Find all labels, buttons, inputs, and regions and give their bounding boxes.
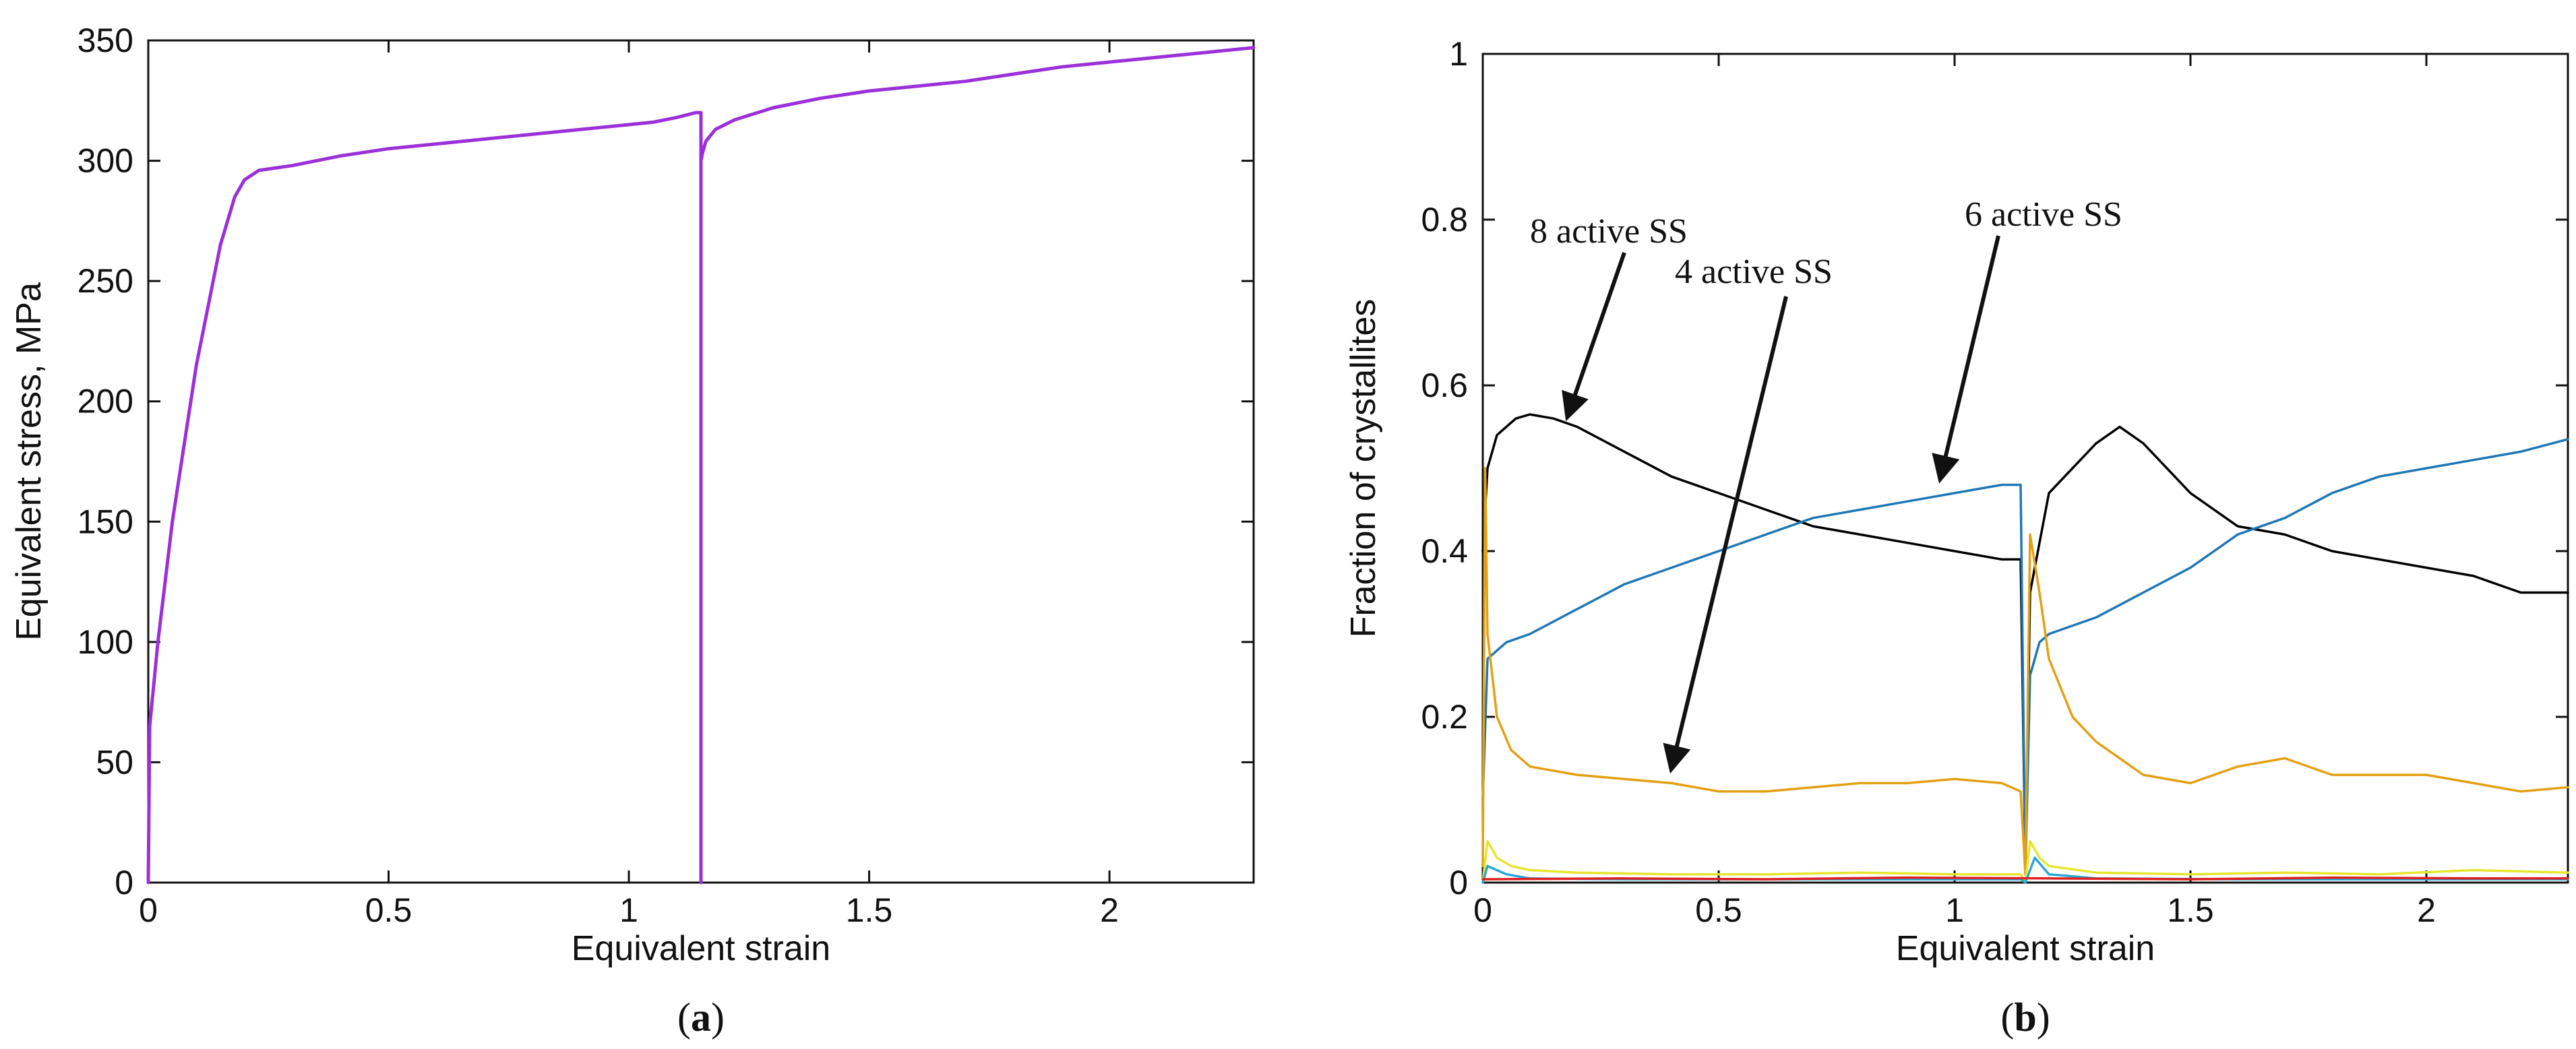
panel-a-x-axis-title: Equivalent strain (572, 929, 830, 968)
panel-a-stress-strain: 0 0.5 1 1.5 2 0 50 100 150 200 250 300 350 Equivalen… (9, 22, 1256, 1040)
panel-a-x-tick-label: 0.5 (365, 891, 412, 929)
annotation-arrow-6-active-ss (1932, 235, 2000, 484)
panel-b-y-axis-title: Fraction of crystallites (1344, 299, 1383, 638)
panel-b-series-5-active-ss (1481, 839, 2569, 884)
panel-a-y-tick-label: 250 (78, 262, 133, 300)
panel-b-x-axis-title: Equivalent strain (1896, 929, 2155, 968)
panel-b-x-tick-label: 1.5 (2167, 891, 2214, 929)
panel-b-x-tick-label: 0 (1473, 891, 1492, 929)
panel-b-slip-system-fractions: 0 0.5 1 1.5 2 0 0.2 0.4 0.6 0.8 1 8 active SS4 act… (1344, 35, 2569, 1040)
panel-a-x-tick-label: 1 (619, 891, 638, 929)
annotation-label-6-active-ss: 6 active SS (1965, 195, 2122, 234)
panel-b-x-tick-label: 0.5 (1695, 891, 1742, 929)
panel-b-caption-open: ( (2000, 995, 2014, 1040)
panel-b-series-6-active-ss (1481, 438, 2569, 876)
panel-b-y-tick-label: 0 (1449, 864, 1468, 901)
panel-a-series-stress (146, 46, 1256, 885)
panel-a-x-tick-label: 2 (1100, 891, 1119, 929)
annotation-label-8-active-ss: 8 active SS (1530, 212, 1688, 251)
panel-a-y-tick-label: 150 (78, 503, 133, 540)
panel-b-x-tick-label: 1 (1945, 891, 1964, 929)
panel-b-plot-frame (1481, 53, 2569, 884)
panel-a-x-tick-label: 1.5 (846, 891, 893, 929)
panel-a-x-tick-label: 0 (139, 891, 158, 929)
panel-a-y-tick-label: 300 (78, 142, 133, 180)
panel-a-y-axis-title: Equivalent stress, MPa (9, 282, 49, 641)
panel-b-y-tick-label: 0.4 (1421, 532, 1468, 570)
panel-b-annotations: 8 active SS4 active SS 6 active SS (1530, 195, 2122, 774)
panel-b-caption: (b) (2000, 995, 2050, 1040)
panel-a-caption-close: ) (711, 995, 725, 1040)
panel-a-y-tick-label: 100 (78, 623, 133, 661)
panel-a-ticks: 0 0.5 1 1.5 2 0 50 100 150 200 250 300 350 (78, 22, 1254, 929)
panel-b-caption-letter: b (2014, 995, 2036, 1040)
panel-b-series-3-active-ss (1481, 876, 2569, 881)
panel-a-caption: (a) (677, 995, 725, 1040)
panel-b-y-tick-label: 1 (1449, 35, 1468, 73)
panel-a-lines (146, 46, 1256, 885)
panel-a-y-tick-label: 350 (78, 22, 133, 59)
panel-a-caption-letter: a (691, 995, 711, 1040)
panel-b-caption-close: ) (2037, 995, 2050, 1040)
panel-a-y-tick-label: 200 (78, 383, 133, 420)
panel-b-series-4-active-ss (1481, 467, 2569, 876)
panel-b-y-tick-label: 0.6 (1421, 367, 1468, 404)
annotation-arrow-4-active-ss (1663, 296, 1788, 774)
panel-b-x-tick-label: 2 (2417, 891, 2436, 929)
annotation-arrow-8-active-ss (1562, 252, 1626, 422)
panel-b-y-tick-label: 0.2 (1421, 698, 1468, 736)
panel-a-y-tick-label: 0 (115, 864, 133, 901)
panel-a-caption-open: ( (677, 995, 691, 1040)
panel-b-ticks: 0 0.5 1 1.5 2 0 0.2 0.4 0.6 0.8 1 (1421, 35, 2568, 929)
panel-a-y-tick-label: 50 (96, 743, 133, 781)
panel-b-lines (1481, 413, 2569, 884)
panel-b-y-tick-label: 0.8 (1421, 201, 1468, 239)
annotation-label-4-active-ss: 4 active SS (1675, 253, 1833, 291)
